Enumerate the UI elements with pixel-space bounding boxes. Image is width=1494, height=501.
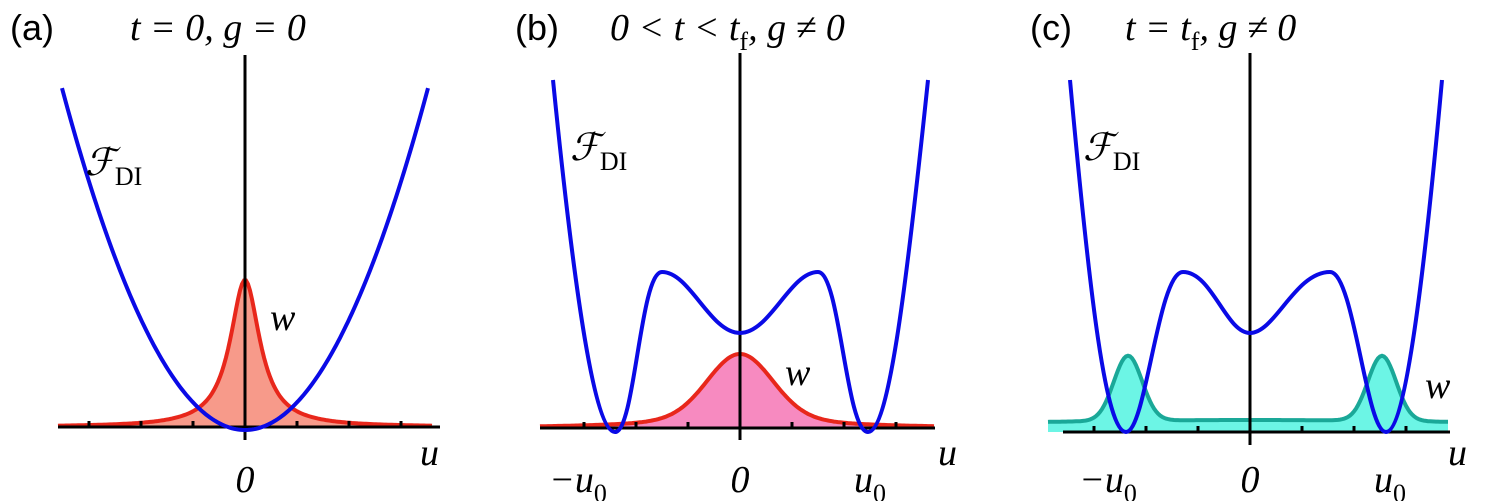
text-part: 0 [731,459,750,501]
text-part: 0 [236,459,255,501]
text-part: 0 < t < t [610,7,741,49]
subscript: 0 [1124,479,1137,501]
subscript: DI [1113,147,1140,176]
text-part: −u [1079,459,1124,501]
density-fill [540,354,934,428]
math-text: 0 [731,459,750,501]
math-text: u0​ [1374,459,1406,501]
subscript: DI [600,147,627,176]
math-text: u0​ [854,459,886,501]
text-part: −u [549,459,594,501]
potential-curve [1068,79,1444,435]
panel-label: (b) [515,7,559,48]
potential-curve [60,87,430,432]
subscript: f [739,27,748,56]
math-text: t = tf​, g ≠ 0 [1125,7,1296,56]
subscript: 0 [873,479,886,501]
text-part: 0 [1241,459,1260,501]
density-fill [1048,355,1448,432]
panel-label: (a) [10,7,54,48]
math-text: −u0​ [1079,459,1137,501]
math-text: ℱDI​ [85,142,142,191]
math-text: 0 [1241,459,1260,501]
math-text: t = 0, g = 0 [130,7,306,49]
axis-label: u [938,432,957,474]
subscript: 0 [594,479,607,501]
text-part: u [854,459,873,501]
density-label: w [1425,365,1451,407]
potential-curve [551,79,930,435]
subscript: DI [115,162,142,191]
math-text: −u0​ [549,459,607,501]
text-part: u [1374,459,1393,501]
math-text: 0 [236,459,255,501]
panel-label: (c) [1030,7,1072,48]
density-label: w [785,352,811,394]
math-text: ℱDI​ [1083,127,1140,176]
math-text: 0 < t < tf​, g ≠ 0 [610,7,845,56]
text-part: t = t [1125,7,1192,49]
axis-label: u [420,432,439,474]
subscript: f [1191,27,1200,56]
math-text: ℱDI​ [570,127,627,176]
axis-label: u [1448,432,1467,474]
density-label: w [270,297,296,339]
text-part: , g ≠ 0 [748,7,845,49]
text-part: t = 0, g = 0 [130,7,306,49]
density-curve [1047,353,1448,424]
text-part: , g ≠ 0 [1199,7,1296,49]
subscript: 0 [1393,479,1406,501]
